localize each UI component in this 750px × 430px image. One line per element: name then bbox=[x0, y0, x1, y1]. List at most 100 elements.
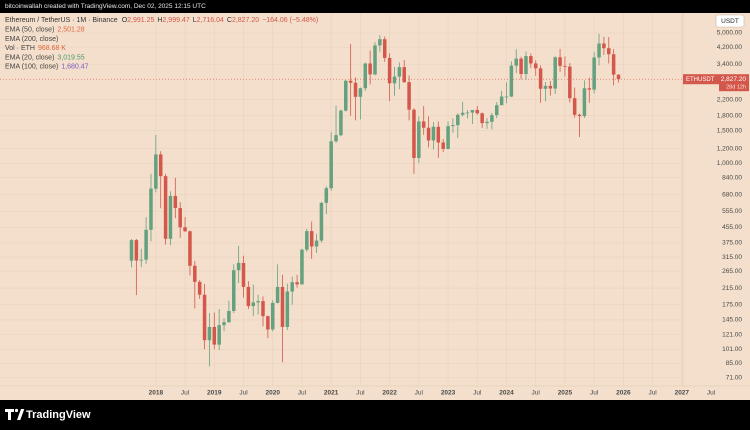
candle[interactable] bbox=[597, 33, 601, 66]
candle[interactable] bbox=[495, 102, 499, 119]
candle[interactable] bbox=[334, 105, 338, 143]
candle[interactable] bbox=[548, 80, 553, 96]
candle[interactable] bbox=[543, 82, 548, 102]
candle[interactable] bbox=[144, 217, 148, 264]
candle[interactable] bbox=[319, 201, 324, 243]
candle[interactable] bbox=[509, 61, 514, 98]
candle[interactable] bbox=[392, 67, 397, 96]
candle[interactable] bbox=[417, 116, 421, 163]
candle[interactable] bbox=[300, 248, 304, 285]
candle[interactable] bbox=[309, 221, 314, 259]
candle[interactable] bbox=[241, 255, 246, 298]
candle[interactable] bbox=[275, 264, 280, 304]
candle[interactable] bbox=[582, 80, 587, 118]
candle[interactable] bbox=[266, 315, 270, 339]
currency[interactable]: USDT bbox=[721, 18, 739, 25]
candle[interactable] bbox=[217, 309, 221, 351]
candle[interactable] bbox=[407, 75, 411, 121]
candle[interactable] bbox=[197, 280, 202, 299]
candle[interactable] bbox=[402, 60, 406, 83]
candle[interactable] bbox=[529, 53, 533, 69]
candle[interactable] bbox=[222, 318, 226, 332]
candle[interactable] bbox=[168, 191, 173, 246]
candle[interactable] bbox=[524, 51, 528, 80]
candle[interactable] bbox=[499, 90, 504, 106]
candle[interactable] bbox=[465, 110, 470, 119]
candle[interactable] bbox=[261, 296, 265, 327]
candle[interactable] bbox=[436, 121, 441, 158]
candle[interactable] bbox=[246, 281, 251, 310]
candle[interactable] bbox=[256, 294, 260, 315]
candle[interactable] bbox=[329, 131, 333, 191]
candle[interactable] bbox=[470, 109, 475, 125]
candle[interactable] bbox=[592, 52, 596, 94]
candle[interactable] bbox=[519, 56, 523, 80]
indicator[interactable]: EMA (50, close) 2,501.28 bbox=[5, 26, 85, 33]
candle[interactable] bbox=[602, 36, 606, 55]
candle[interactable] bbox=[129, 238, 134, 268]
candle[interactable] bbox=[183, 217, 187, 233]
candle[interactable] bbox=[270, 300, 275, 332]
candle[interactable] bbox=[154, 135, 158, 193]
candle[interactable] bbox=[553, 56, 557, 94]
candle[interactable] bbox=[173, 177, 178, 219]
indicator[interactable]: EMA (200, close) bbox=[5, 36, 58, 43]
candle[interactable] bbox=[563, 56, 567, 77]
candle[interactable] bbox=[397, 62, 402, 90]
candle[interactable] bbox=[456, 113, 460, 139]
candle[interactable] bbox=[485, 118, 489, 129]
candle[interactable] bbox=[373, 42, 377, 76]
candle[interactable] bbox=[314, 233, 319, 253]
candle[interactable] bbox=[382, 36, 387, 62]
candle[interactable] bbox=[193, 261, 197, 309]
indicator[interactable]: EMA (100, close) 1,680.47 bbox=[5, 64, 89, 71]
candle[interactable] bbox=[324, 186, 329, 215]
candle[interactable] bbox=[232, 264, 236, 314]
candle[interactable] bbox=[134, 238, 139, 296]
candle[interactable] bbox=[290, 276, 294, 305]
candle[interactable] bbox=[451, 118, 455, 133]
candle[interactable] bbox=[285, 283, 290, 331]
candle[interactable] bbox=[475, 106, 480, 115]
candle[interactable] bbox=[412, 108, 416, 174]
candle[interactable] bbox=[207, 313, 212, 367]
candle[interactable] bbox=[616, 74, 621, 83]
candle[interactable] bbox=[607, 37, 611, 64]
candle[interactable] bbox=[344, 79, 348, 112]
candle[interactable] bbox=[363, 62, 368, 91]
candle[interactable] bbox=[305, 228, 309, 252]
candle[interactable] bbox=[236, 245, 241, 283]
candle[interactable] bbox=[587, 77, 592, 103]
candle[interactable] bbox=[611, 49, 616, 86]
candle[interactable] bbox=[431, 122, 436, 150]
candle[interactable] bbox=[572, 87, 577, 118]
candle[interactable] bbox=[460, 101, 465, 117]
candle[interactable] bbox=[158, 151, 163, 209]
candle[interactable] bbox=[348, 43, 353, 116]
candle[interactable] bbox=[426, 116, 431, 148]
candle[interactable] bbox=[358, 87, 363, 120]
candle[interactable] bbox=[558, 48, 562, 72]
candle[interactable] bbox=[295, 274, 299, 288]
indicator[interactable]: Vol · ETH 968.68 K bbox=[5, 45, 66, 52]
candle[interactable] bbox=[504, 82, 509, 104]
candle[interactable] bbox=[577, 113, 582, 138]
candle[interactable] bbox=[480, 112, 484, 128]
candle[interactable] bbox=[353, 77, 358, 121]
candle[interactable] bbox=[212, 312, 217, 350]
candle[interactable] bbox=[533, 60, 538, 76]
candle[interactable] bbox=[251, 284, 255, 317]
indicator[interactable]: EMA (20, close) 3,019.55 bbox=[5, 54, 85, 61]
candle[interactable] bbox=[280, 274, 285, 363]
candle[interactable] bbox=[378, 35, 382, 52]
candle[interactable] bbox=[227, 300, 231, 323]
candle[interactable] bbox=[139, 248, 143, 268]
candle[interactable] bbox=[188, 230, 192, 276]
currency-box[interactable] bbox=[715, 14, 745, 28]
candle[interactable] bbox=[178, 202, 182, 238]
candle[interactable] bbox=[441, 138, 445, 153]
candle[interactable] bbox=[538, 65, 543, 103]
candle[interactable] bbox=[339, 109, 343, 137]
candle[interactable] bbox=[421, 106, 426, 135]
candle[interactable] bbox=[149, 173, 153, 242]
